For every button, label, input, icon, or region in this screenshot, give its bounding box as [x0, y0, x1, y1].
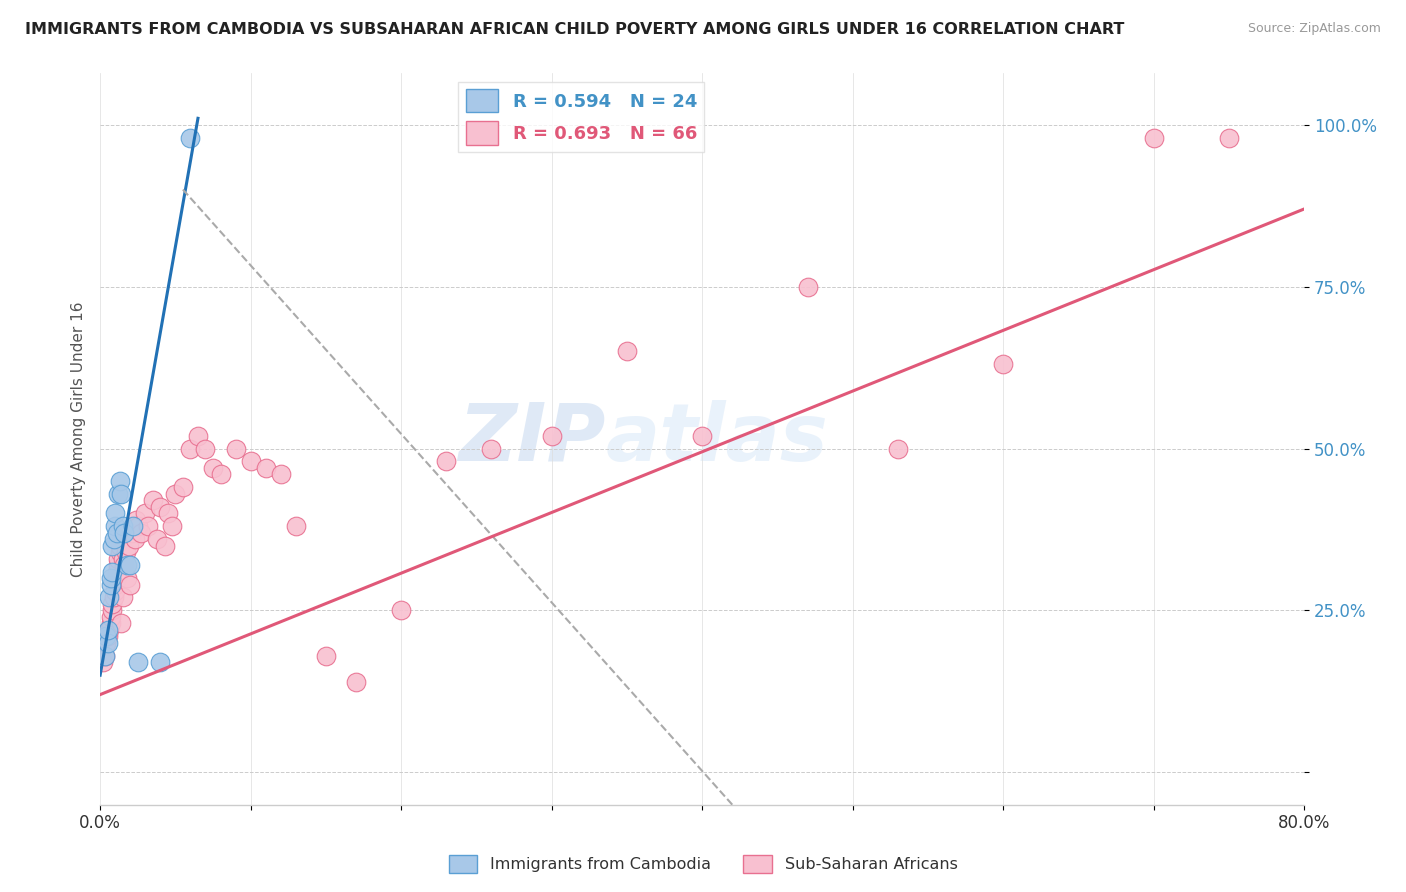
Point — [209, 467, 232, 482]
Point — [110, 616, 132, 631]
Point — [481, 442, 503, 456]
Point — [111, 551, 134, 566]
Point — [194, 442, 217, 456]
Point — [165, 487, 187, 501]
Text: atlas: atlas — [606, 400, 828, 478]
Point — [94, 629, 117, 643]
Point — [101, 603, 124, 617]
Point — [104, 506, 127, 520]
Point — [101, 597, 124, 611]
Point — [149, 500, 172, 514]
Point — [100, 571, 122, 585]
Point — [127, 655, 149, 669]
Point — [122, 519, 145, 533]
Point — [134, 506, 156, 520]
Point — [142, 493, 165, 508]
Point — [344, 674, 367, 689]
Point — [101, 539, 124, 553]
Point — [93, 648, 115, 663]
Point — [105, 571, 128, 585]
Point — [104, 584, 127, 599]
Point — [110, 487, 132, 501]
Point — [127, 519, 149, 533]
Point — [1143, 130, 1166, 145]
Point — [162, 519, 184, 533]
Text: Source: ZipAtlas.com: Source: ZipAtlas.com — [1247, 22, 1381, 36]
Point — [103, 591, 125, 605]
Point — [108, 539, 131, 553]
Y-axis label: Child Poverty Among Girls Under 16: Child Poverty Among Girls Under 16 — [72, 301, 86, 576]
Point — [100, 577, 122, 591]
Point — [104, 577, 127, 591]
Point — [111, 591, 134, 605]
Legend: R = 0.594   N = 24, R = 0.693   N = 66: R = 0.594 N = 24, R = 0.693 N = 66 — [458, 82, 704, 152]
Point — [121, 525, 143, 540]
Point — [104, 519, 127, 533]
Point — [179, 442, 201, 456]
Point — [107, 551, 129, 566]
Point — [110, 532, 132, 546]
Text: IMMIGRANTS FROM CAMBODIA VS SUBSAHARAN AFRICAN CHILD POVERTY AMONG GIRLS UNDER 1: IMMIGRANTS FROM CAMBODIA VS SUBSAHARAN A… — [25, 22, 1125, 37]
Point — [114, 545, 136, 559]
Point — [796, 279, 818, 293]
Point — [112, 525, 135, 540]
Point — [129, 525, 152, 540]
Point — [100, 616, 122, 631]
Point — [315, 648, 337, 663]
Point — [108, 474, 131, 488]
Point — [993, 357, 1015, 371]
Point — [254, 461, 277, 475]
Point — [107, 558, 129, 573]
Point — [100, 610, 122, 624]
Point — [107, 487, 129, 501]
Point — [94, 636, 117, 650]
Point — [616, 344, 638, 359]
Point — [120, 558, 142, 573]
Point — [1218, 130, 1240, 145]
Point — [146, 532, 169, 546]
Point — [98, 591, 121, 605]
Point — [149, 655, 172, 669]
Point — [270, 467, 292, 482]
Point — [540, 428, 562, 442]
Point — [202, 461, 225, 475]
Point — [111, 519, 134, 533]
Point — [115, 558, 138, 573]
Point — [187, 428, 209, 442]
Point — [101, 565, 124, 579]
Point — [120, 577, 142, 591]
Point — [122, 519, 145, 533]
Point — [172, 480, 194, 494]
Point — [434, 454, 457, 468]
Point — [690, 428, 713, 442]
Point — [97, 629, 120, 643]
Point — [156, 506, 179, 520]
Point — [105, 565, 128, 579]
Point — [136, 519, 159, 533]
Point — [103, 532, 125, 546]
Point — [225, 442, 247, 456]
Point — [389, 603, 412, 617]
Point — [239, 454, 262, 468]
Point — [118, 539, 141, 553]
Point — [91, 655, 114, 669]
Point — [93, 648, 115, 663]
Point — [112, 558, 135, 573]
Point — [105, 525, 128, 540]
Point — [97, 636, 120, 650]
Point — [97, 623, 120, 637]
Point — [284, 519, 307, 533]
Point — [124, 532, 146, 546]
Text: ZIP: ZIP — [458, 400, 606, 478]
Point — [108, 545, 131, 559]
Point — [115, 571, 138, 585]
Point — [887, 442, 910, 456]
Legend: Immigrants from Cambodia, Sub-Saharan Africans: Immigrants from Cambodia, Sub-Saharan Af… — [441, 848, 965, 880]
Point — [179, 130, 201, 145]
Point — [125, 513, 148, 527]
Point — [153, 539, 176, 553]
Point — [98, 623, 121, 637]
